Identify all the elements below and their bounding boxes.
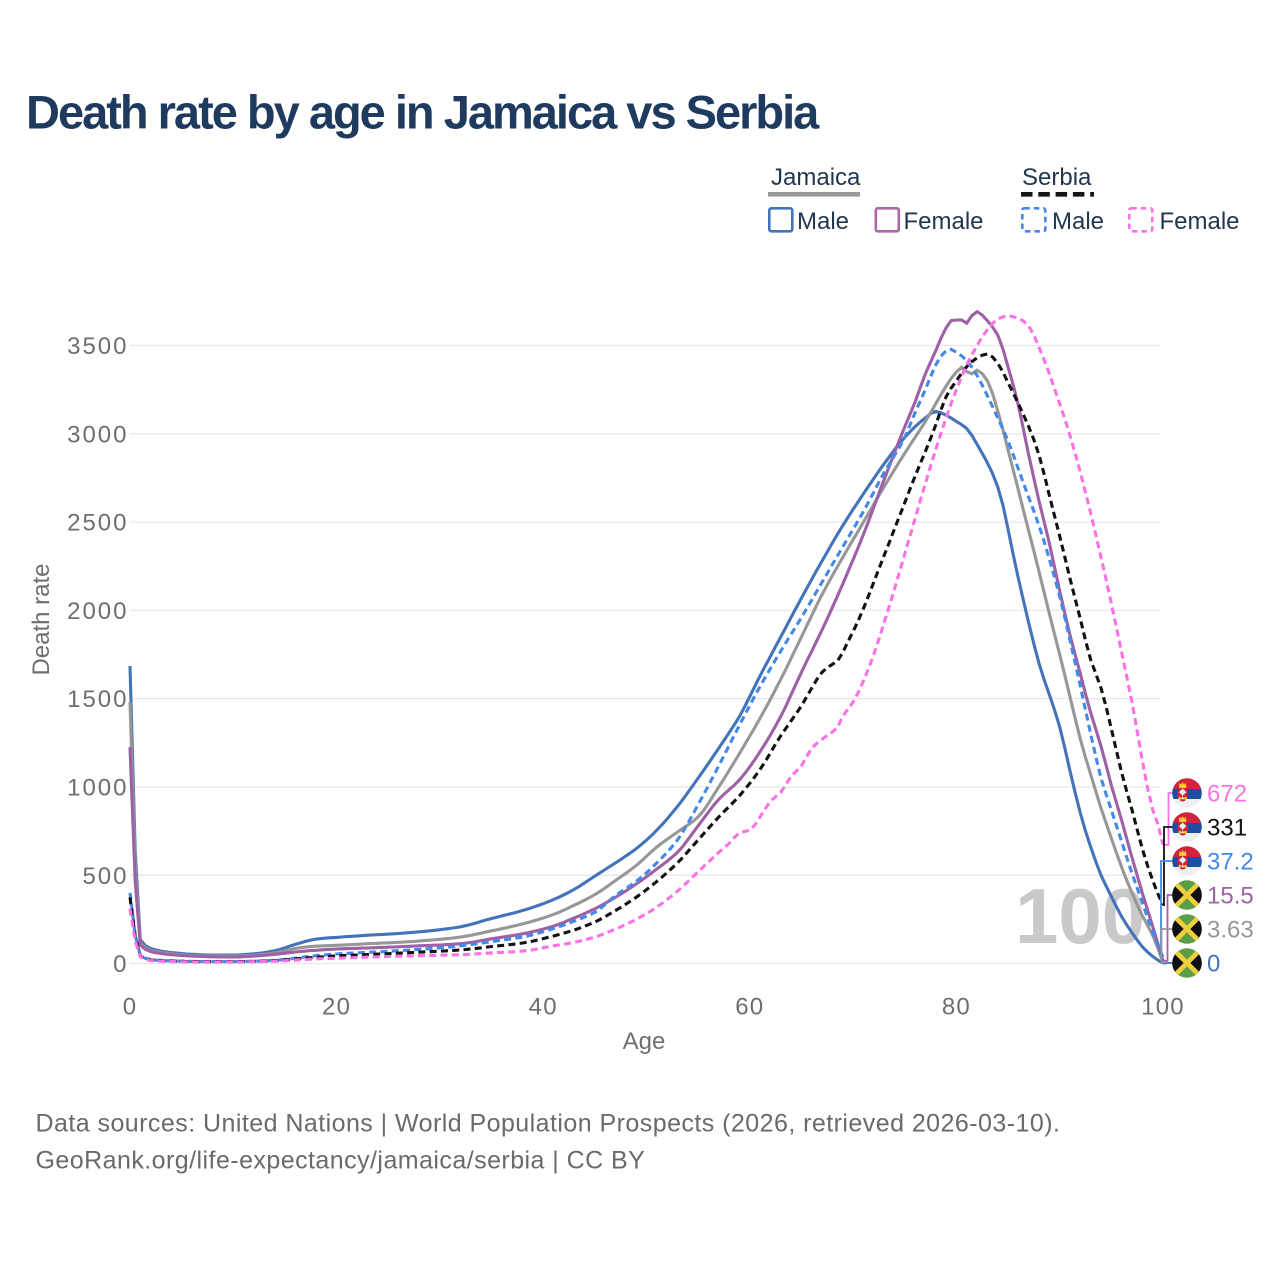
svg-text:GeoRank.org/life-expectancy/ja: GeoRank.org/life-expectancy/jamaica/serb…	[36, 1147, 646, 1175]
svg-text:Data sources: United Nations |: Data sources: United Nations | World Pop…	[36, 1110, 1061, 1138]
svg-text:2000: 2000	[67, 598, 128, 625]
svg-text:Male: Male	[1052, 208, 1104, 235]
svg-text:Jamaica: Jamaica	[771, 164, 861, 191]
svg-text:80: 80	[942, 994, 971, 1021]
svg-text:331: 331	[1207, 815, 1247, 842]
svg-text:2500: 2500	[67, 510, 128, 537]
svg-text:60: 60	[735, 994, 764, 1021]
svg-text:Death rate by age in Jamaica v: Death rate by age in Jamaica vs Serbia	[26, 86, 820, 139]
svg-text:100: 100	[1141, 994, 1185, 1021]
svg-text:672: 672	[1207, 781, 1247, 808]
svg-text:0: 0	[113, 951, 128, 978]
svg-text:1500: 1500	[67, 686, 128, 713]
svg-text:Serbia: Serbia	[1022, 164, 1092, 191]
svg-text:40: 40	[529, 994, 558, 1021]
svg-text:100: 100	[1015, 872, 1145, 960]
svg-text:3.63: 3.63	[1207, 917, 1254, 944]
svg-text:3500: 3500	[67, 333, 128, 360]
svg-text:37.2: 37.2	[1207, 849, 1254, 876]
svg-text:1000: 1000	[67, 775, 128, 802]
svg-text:500: 500	[82, 863, 128, 890]
svg-text:Age: Age	[623, 1028, 666, 1055]
svg-text:Death rate: Death rate	[28, 563, 55, 675]
svg-text:3000: 3000	[67, 421, 128, 448]
svg-text:0: 0	[1207, 951, 1220, 978]
svg-text:0: 0	[123, 994, 138, 1021]
svg-text:Female: Female	[1160, 208, 1240, 235]
svg-text:15.5: 15.5	[1207, 883, 1254, 910]
svg-text:Male: Male	[797, 208, 849, 235]
svg-text:Female: Female	[904, 208, 984, 235]
svg-text:20: 20	[322, 994, 351, 1021]
